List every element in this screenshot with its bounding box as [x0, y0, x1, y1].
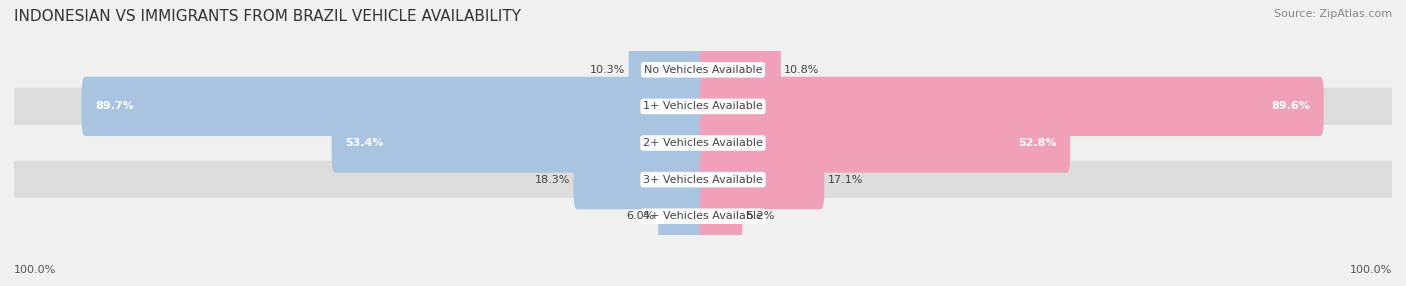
Text: 53.4%: 53.4% — [346, 138, 384, 148]
FancyBboxPatch shape — [700, 150, 824, 209]
Text: 52.8%: 52.8% — [1018, 138, 1056, 148]
FancyBboxPatch shape — [700, 40, 780, 100]
Text: 18.3%: 18.3% — [534, 175, 569, 184]
Text: 1+ Vehicles Available: 1+ Vehicles Available — [643, 102, 763, 111]
FancyBboxPatch shape — [332, 113, 706, 173]
Text: INDONESIAN VS IMMIGRANTS FROM BRAZIL VEHICLE AVAILABILITY: INDONESIAN VS IMMIGRANTS FROM BRAZIL VEH… — [14, 9, 522, 23]
FancyBboxPatch shape — [628, 40, 706, 100]
Text: 10.3%: 10.3% — [591, 65, 626, 75]
FancyBboxPatch shape — [700, 77, 1323, 136]
FancyBboxPatch shape — [658, 186, 706, 246]
Text: 89.6%: 89.6% — [1271, 102, 1310, 111]
Bar — [14, 198, 1392, 235]
Text: 6.0%: 6.0% — [627, 211, 655, 221]
Bar — [14, 51, 1392, 88]
Text: 5.2%: 5.2% — [745, 211, 775, 221]
Bar — [14, 125, 1392, 161]
Bar — [14, 88, 1392, 125]
FancyBboxPatch shape — [82, 77, 706, 136]
Text: No Vehicles Available: No Vehicles Available — [644, 65, 762, 75]
Text: 2+ Vehicles Available: 2+ Vehicles Available — [643, 138, 763, 148]
FancyBboxPatch shape — [700, 113, 1070, 173]
Text: 10.8%: 10.8% — [785, 65, 820, 75]
Text: Source: ZipAtlas.com: Source: ZipAtlas.com — [1274, 9, 1392, 19]
Text: 3+ Vehicles Available: 3+ Vehicles Available — [643, 175, 763, 184]
Bar — [14, 161, 1392, 198]
Text: 4+ Vehicles Available: 4+ Vehicles Available — [643, 211, 763, 221]
FancyBboxPatch shape — [700, 186, 742, 246]
Text: 17.1%: 17.1% — [828, 175, 863, 184]
Text: 100.0%: 100.0% — [14, 265, 56, 275]
Text: 89.7%: 89.7% — [96, 102, 134, 111]
Text: 100.0%: 100.0% — [1350, 265, 1392, 275]
FancyBboxPatch shape — [574, 150, 706, 209]
